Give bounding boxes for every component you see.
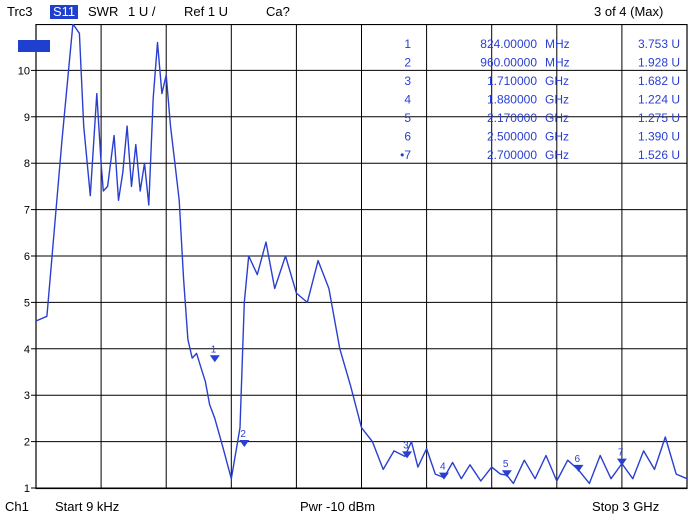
marker-status: 3 of 4 (Max) — [594, 4, 664, 19]
format-label[interactable]: SWR — [88, 4, 119, 19]
marker-table-id: 3 — [404, 74, 411, 88]
y-tick-label: 3 — [24, 390, 30, 402]
trace-diagram[interactable]: 1 2 3 4 5 6 7 8 9 10 3 1 2 3 4 5 6 7 1 824.00000 MHz 3.753 U 2… — [0, 24, 691, 496]
start-frequency[interactable]: Start 9 kHz — [55, 499, 120, 514]
y-tick-label: 5 — [24, 297, 30, 309]
marker-label: 2 — [240, 429, 246, 440]
marker-table-frequency: 2.170000 — [487, 111, 537, 125]
y-tick-label: 1 — [24, 483, 30, 495]
marker-label: 4 — [440, 462, 446, 473]
marker-table-unit: MHz — [545, 56, 570, 70]
y-tick-label: 6 — [24, 251, 30, 263]
marker-triangle — [438, 472, 449, 480]
marker-triangle — [573, 464, 584, 472]
trace-label[interactable]: Trc3 — [7, 4, 33, 19]
marker-label: 5 — [503, 459, 509, 470]
y-tick-label: 10 — [18, 65, 30, 77]
trace-badge-number: 3 — [31, 42, 37, 53]
marker-label: 7 — [618, 448, 624, 459]
marker-table-id: 5 — [404, 111, 411, 125]
marker-table-unit: GHz — [545, 111, 569, 125]
marker-table-id: 1 — [404, 37, 411, 51]
marker-table-frequency: 2.500000 — [487, 130, 537, 144]
marker-table-id: 2 — [404, 56, 411, 70]
marker-table-frequency: 824.00000 — [480, 37, 537, 51]
marker-table-unit: GHz — [545, 93, 569, 107]
marker-table-value: 1.275 U — [638, 111, 680, 125]
measurement-badge[interactable]: S11 — [50, 5, 79, 19]
marker-label: 3 — [403, 440, 409, 451]
marker-table-value: 1.526 U — [638, 148, 680, 162]
marker-table-id: •7 — [400, 148, 411, 162]
marker-table-frequency: 1.710000 — [487, 74, 537, 88]
marker-table-frequency: 1.880000 — [487, 93, 537, 107]
marker-triangle — [501, 470, 512, 478]
y-tick-label: 2 — [24, 437, 30, 449]
marker-triangle — [402, 451, 413, 459]
cal-status: Ca? — [266, 4, 290, 19]
y-tick-label: 9 — [24, 112, 30, 124]
marker-table-value: 1.682 U — [638, 74, 680, 88]
y-tick-label: 8 — [24, 158, 30, 170]
marker-table-id: 6 — [404, 130, 411, 144]
marker-table-unit: MHz — [545, 37, 570, 51]
marker-table-value: 3.753 U — [638, 37, 680, 51]
marker-table-value: 1.928 U — [638, 56, 680, 70]
marker-table-frequency: 2.700000 — [487, 148, 537, 162]
channel-label[interactable]: Ch1 — [5, 499, 29, 514]
reference-label[interactable]: Ref 1 U — [184, 4, 229, 19]
header-bar: Trc3 S11 SWR 1 U / Ref 1 U Ca? 3 of 4 (M… — [0, 0, 691, 24]
footer-bar: Ch1 Start 9 kHz Pwr -10 dBm Stop 3 GHz — [0, 496, 691, 518]
marker-triangle — [239, 439, 250, 447]
marker-triangle — [616, 458, 627, 466]
stop-frequency[interactable]: Stop 3 GHz — [592, 499, 660, 514]
marker-table-id: 4 — [404, 93, 411, 107]
marker-table-frequency: 960.00000 — [480, 56, 537, 70]
marker-label: 6 — [575, 454, 581, 465]
marker-table-unit: GHz — [545, 148, 569, 162]
marker-triangle — [209, 355, 220, 363]
y-tick-label: 4 — [24, 344, 30, 356]
power-level[interactable]: Pwr -10 dBm — [300, 499, 376, 514]
marker-table-value: 1.390 U — [638, 130, 680, 144]
marker-table-unit: GHz — [545, 130, 569, 144]
scale-label[interactable]: 1 U / — [128, 4, 156, 19]
swr-trace — [35, 24, 688, 485]
marker-table-unit: GHz — [545, 74, 569, 88]
y-tick-label: 7 — [24, 205, 30, 217]
marker-label: 1 — [211, 344, 217, 355]
marker-table-value: 1.224 U — [638, 93, 680, 107]
trace-badge-marker — [18, 40, 50, 52]
